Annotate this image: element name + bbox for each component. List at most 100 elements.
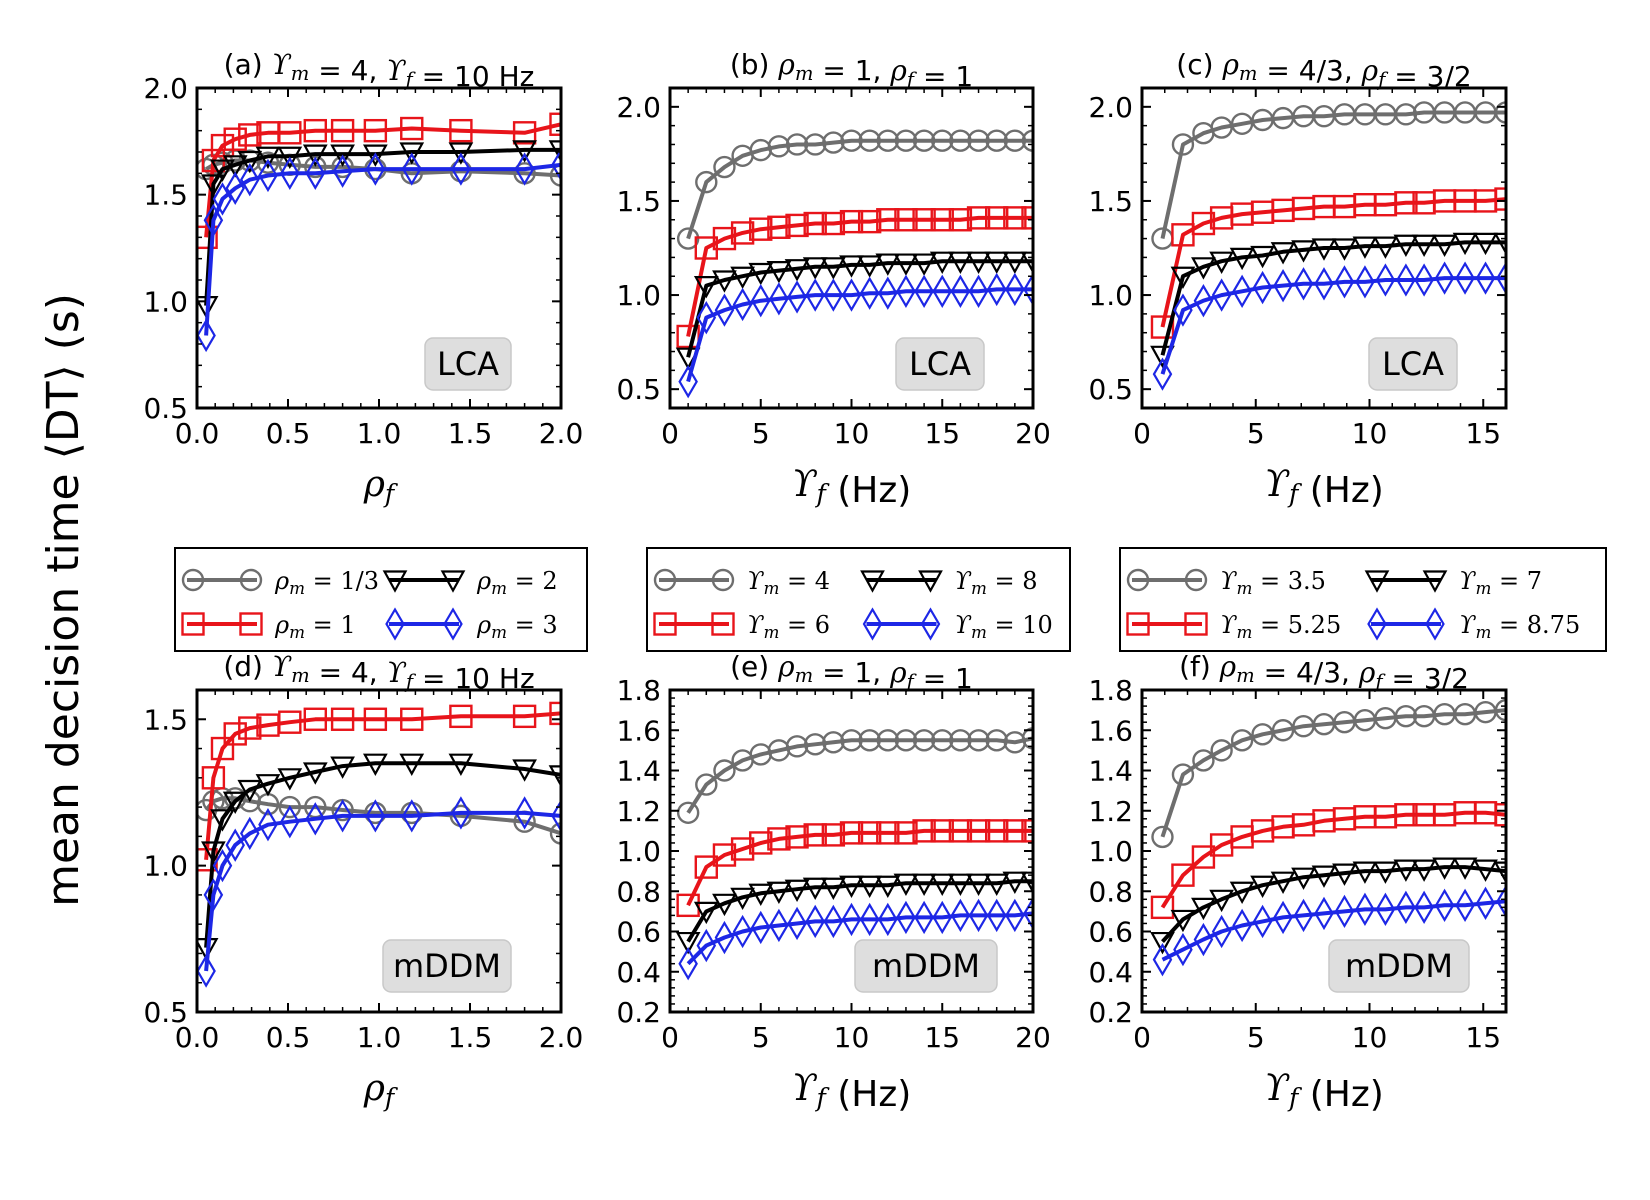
square-marker bbox=[749, 217, 773, 241]
x-tick-label: 5 bbox=[752, 417, 770, 450]
diamond-marker bbox=[332, 799, 353, 833]
y-tick-label: 1.6 bbox=[1088, 714, 1133, 747]
diamond-marker bbox=[1375, 892, 1396, 927]
square-marker bbox=[1184, 612, 1208, 636]
diamond-marker bbox=[805, 904, 825, 939]
triangle-marker bbox=[197, 937, 219, 961]
square-marker bbox=[1191, 845, 1216, 869]
x-tick-label: 2.0 bbox=[539, 1021, 584, 1054]
triangle-marker bbox=[222, 791, 248, 815]
diamond-marker bbox=[1152, 942, 1173, 977]
x-axis-label: ϒf (Hz) bbox=[792, 464, 912, 511]
x-tick-label: 1.5 bbox=[448, 417, 493, 450]
circle-marker bbox=[1394, 103, 1418, 126]
diamond-marker bbox=[258, 807, 278, 842]
triangle-marker bbox=[1002, 251, 1028, 274]
square-marker bbox=[1003, 206, 1027, 230]
square-marker bbox=[966, 819, 991, 843]
diamond-marker bbox=[451, 796, 471, 830]
model-badge bbox=[1368, 337, 1458, 391]
x-tick-label: 10 bbox=[1352, 1021, 1388, 1054]
y-tick-label: 0.5 bbox=[143, 996, 188, 1029]
diamond-marker bbox=[1314, 267, 1334, 301]
square-marker bbox=[966, 206, 991, 230]
triangle-marker bbox=[1452, 857, 1478, 880]
square-marker bbox=[821, 823, 846, 847]
square-marker bbox=[223, 722, 247, 746]
diamond-marker bbox=[678, 364, 698, 399]
triangle-marker bbox=[712, 270, 737, 293]
circle-marker bbox=[1251, 723, 1274, 746]
legend-label: ϒm = 8.75 bbox=[1459, 611, 1580, 642]
triangle-marker bbox=[210, 809, 235, 832]
circle-marker bbox=[676, 801, 700, 824]
triangle-marker bbox=[448, 142, 474, 165]
triangle-marker bbox=[1002, 871, 1028, 894]
diamond-marker bbox=[769, 282, 789, 316]
model-badge-label: LCA bbox=[437, 345, 499, 383]
triangle-marker bbox=[399, 753, 425, 776]
diamond-marker bbox=[968, 898, 989, 933]
circle-marker bbox=[1126, 568, 1150, 592]
triangle-marker bbox=[820, 877, 846, 900]
x-tick-label: 0.0 bbox=[175, 1021, 220, 1054]
x-tick-label: 10 bbox=[1352, 417, 1388, 450]
square-marker bbox=[1191, 211, 1216, 236]
diamond-marker bbox=[197, 318, 216, 353]
square-marker bbox=[223, 127, 247, 151]
triangle-marker bbox=[1250, 245, 1275, 269]
triangle-marker bbox=[237, 150, 263, 174]
diamond-marker bbox=[696, 300, 717, 335]
circle-marker bbox=[822, 731, 845, 754]
diamond-marker bbox=[805, 278, 825, 312]
series-line-3 bbox=[1160, 240, 1506, 356]
series-line-4 bbox=[1161, 899, 1506, 962]
triangle-marker bbox=[302, 144, 328, 167]
square-marker bbox=[1021, 819, 1033, 843]
series-line-4 bbox=[204, 162, 561, 336]
circle-marker bbox=[967, 729, 990, 752]
triangle-marker bbox=[1432, 234, 1457, 258]
triangle-marker bbox=[1332, 238, 1357, 261]
diamond-marker bbox=[1396, 263, 1416, 297]
diamond-marker bbox=[1005, 898, 1025, 933]
square-marker bbox=[767, 827, 791, 851]
y-tick-label: 2.0 bbox=[616, 91, 661, 124]
circle-marker bbox=[549, 822, 561, 845]
square-marker bbox=[894, 821, 918, 845]
square-marker bbox=[1150, 315, 1175, 339]
x-tick-label: 0.0 bbox=[175, 417, 220, 450]
triangle-marker bbox=[984, 873, 1010, 896]
x-axis-label: ρf bbox=[363, 1068, 399, 1112]
x-axis-label: ϒf (Hz) bbox=[1264, 1068, 1384, 1115]
triangle-marker bbox=[766, 881, 792, 905]
x-tick-label: 20 bbox=[1015, 1021, 1051, 1054]
diamond-marker bbox=[1005, 272, 1025, 307]
panel-d: 0.0 0.5 1.0 1.5 2.00.51.01.5(d) ϒm = 4, ϒf =… bbox=[143, 650, 583, 1112]
diamond-marker bbox=[1496, 884, 1506, 918]
diamond-marker bbox=[1475, 261, 1496, 295]
square-marker bbox=[363, 707, 388, 731]
triangle-marker bbox=[222, 155, 248, 178]
square-marker bbox=[803, 211, 827, 236]
triangle-marker bbox=[1393, 859, 1419, 882]
circle-marker bbox=[858, 129, 881, 152]
legend-label: ϒm = 5.25 bbox=[1220, 611, 1341, 642]
square-marker bbox=[785, 825, 809, 849]
circle-marker bbox=[1271, 719, 1295, 742]
panel-title: (d) ϒm = 4, ϒf = 10 Hz bbox=[223, 650, 534, 695]
circle-marker bbox=[804, 733, 827, 756]
square-marker bbox=[730, 837, 755, 861]
triangle-marker bbox=[911, 873, 937, 896]
x-tick-label: 5 bbox=[1247, 417, 1265, 450]
circle-marker bbox=[1021, 129, 1033, 152]
triangle-marker bbox=[893, 873, 919, 896]
square-marker bbox=[210, 736, 235, 761]
square-marker bbox=[1394, 191, 1418, 215]
square-marker bbox=[1494, 803, 1506, 827]
diamond-marker bbox=[1232, 908, 1252, 943]
legend-label: ρm = 1 bbox=[274, 611, 356, 642]
diamond-marker bbox=[258, 158, 278, 193]
x-tick-label: 5 bbox=[752, 1021, 770, 1054]
